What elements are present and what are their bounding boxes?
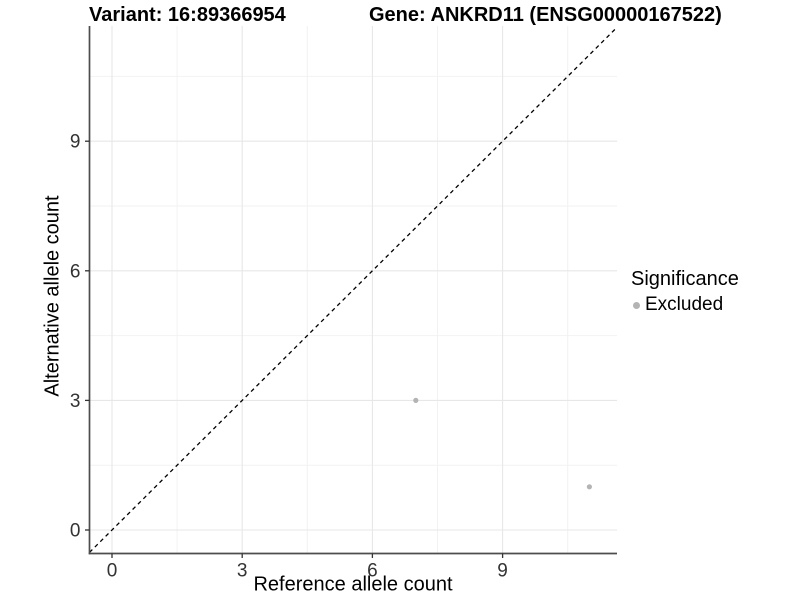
legend-item-label: Excluded (645, 294, 724, 315)
y-tick-label: 6 (70, 261, 81, 282)
legend-title: Significance (631, 268, 739, 290)
x-tick-label: 6 (367, 561, 378, 582)
identity-line (89, 26, 618, 553)
gene-title: Gene: ANKRD11 (ENSG00000167522) (369, 4, 722, 26)
legend-point-icon (633, 301, 640, 309)
y-tick-label: 3 (70, 391, 81, 412)
variant-title: Variant: 16:89366954 (89, 4, 286, 26)
legend: Significance Excluded (631, 268, 739, 316)
x-tick-label: 9 (497, 561, 508, 582)
y-tick-label: 0 (70, 521, 81, 542)
x-tick-label: 3 (237, 561, 248, 582)
data-point (413, 397, 419, 403)
y-tick-label: 9 (70, 132, 81, 153)
legend-item: Excluded (631, 294, 739, 316)
x-tick-label: 0 (107, 561, 118, 582)
x-axis-title: Reference allele count (253, 573, 453, 596)
y-axis-title: Alternative allele count (41, 195, 64, 397)
data-point (586, 484, 593, 490)
